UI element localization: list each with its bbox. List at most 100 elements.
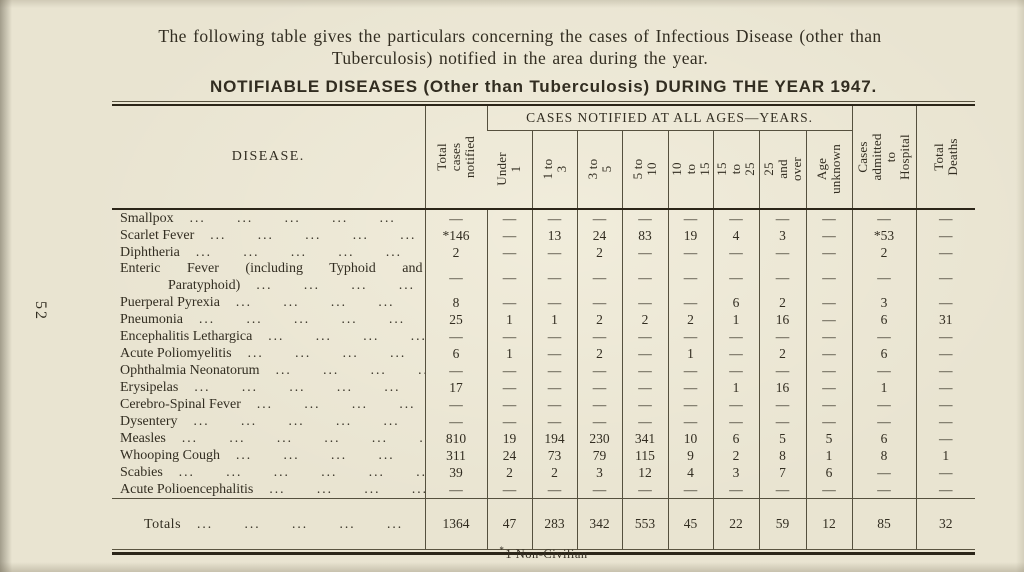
cell-value: — [531, 294, 577, 311]
cell-value: 17 [424, 379, 487, 396]
cell-value: — [424, 396, 487, 413]
cell-value: — [621, 209, 668, 227]
cell-value: — [805, 311, 853, 328]
cell-value: — [712, 328, 759, 345]
cell-value: 6 [712, 430, 759, 447]
age-column-header: Age unknown [805, 130, 853, 210]
cell-value: — [915, 430, 976, 447]
cell-value: 1 [667, 345, 713, 362]
dot-leader: ... ... ... ... ... ... ... ... [235, 294, 425, 309]
cell-value: — [621, 481, 668, 499]
cell-value: 1 [486, 311, 532, 328]
cell-value: — [851, 396, 917, 413]
table-header: DISEASE. Total cases notified CASES NOTI… [112, 105, 976, 210]
disease-name: Encephalitis Lethargica [120, 329, 253, 344]
cell-value: — [424, 261, 487, 294]
cell-value: — [486, 481, 532, 499]
cell-value: — [915, 328, 976, 345]
cell-value: 19 [667, 227, 713, 244]
age-column-header: 10 to 15 [667, 130, 713, 210]
disease-name: Enteric Fever (including Typhoid and [120, 261, 423, 276]
cell-value: — [805, 413, 853, 430]
cell-value: 4 [712, 227, 759, 244]
disease-name-cell: Encephalitis Lethargica ... ... ... ... .… [112, 328, 425, 345]
cell-value: — [667, 294, 713, 311]
cell-value: 230 [576, 430, 622, 447]
cell-value: — [851, 481, 917, 499]
disease-name: Measles [120, 431, 166, 446]
dot-leader: ... ... ... ... ... ... ... ... [235, 447, 425, 462]
cell-value: — [424, 362, 487, 379]
diseases-table: DISEASE. Total cases notified CASES NOTI… [112, 104, 976, 550]
disease-name: Puerperal Pyrexia [120, 295, 220, 310]
cell-value: — [805, 328, 853, 345]
table-footer: Totals... ... ... ... ... ... ... ... 13… [112, 498, 976, 550]
cell-value: — [576, 362, 622, 379]
cell-value: 1 [712, 379, 759, 396]
cell-value: — [851, 328, 917, 345]
cell-value: 7 [758, 464, 806, 481]
cell-value: — [915, 464, 976, 481]
cell-value: 1 [531, 311, 577, 328]
dot-leader: ... ... ... ... ... ... ... ... [256, 277, 424, 292]
cell-value: 2 [621, 311, 668, 328]
disease-name: Dysentery [120, 414, 178, 429]
cell-value: — [667, 244, 713, 261]
disease-name: Scabies [120, 465, 163, 480]
cell-value: — [531, 345, 577, 362]
cell-value: — [486, 413, 532, 430]
cell-value: 810 [424, 430, 487, 447]
cell-value: — [667, 328, 713, 345]
cell-value: 2 [758, 294, 806, 311]
cell-value: 39 [424, 464, 487, 481]
cell-value: — [424, 209, 487, 227]
disease-name-cell: Dysentery ... ... ... ... ... ... ... ... [112, 413, 425, 430]
dot-leader: ... ... ... ... ... ... ... ... [275, 362, 425, 377]
dot-leader: ... ... ... ... ... ... ... ... [269, 481, 424, 496]
totals-row: Totals... ... ... ... ... ... ... ... 13… [112, 498, 976, 550]
disease-name: Acute Polioencephalitis [120, 482, 254, 497]
hospital-column-header: Cases admitted to Hospital [851, 105, 917, 210]
cell-value: — [915, 396, 976, 413]
cell-value: 1 [712, 311, 759, 328]
page-edge-shadow-right [1016, 0, 1024, 572]
cell-value: — [621, 362, 668, 379]
cell-value: — [621, 294, 668, 311]
disease-name-cell: Smallpox ... ... ... ... ... ... ... ... [112, 209, 425, 227]
disease-column-header: DISEASE. [112, 105, 425, 210]
cell-value: — [805, 481, 853, 499]
cell-value: 19 [486, 430, 532, 447]
totals-label-cell: Totals... ... ... ... ... ... ... ... [112, 498, 425, 550]
page-edge-shadow-left [0, 0, 12, 572]
table-row: Encephalitis Lethargica ... ... ... ... .… [112, 328, 976, 345]
cell-value: — [805, 379, 853, 396]
cell-value: — [424, 328, 487, 345]
disease-name: Diphtheria [120, 245, 180, 260]
disease-name-cell: Pneumonia ... ... ... ... ... ... ... ... [112, 311, 425, 328]
age-column-header: 3 to 5 [576, 130, 622, 210]
age-column-header: 15 to 25 [712, 130, 759, 210]
cell-value: 311 [424, 447, 487, 464]
cell-value: 5 [758, 430, 806, 447]
cell-value: *53 [851, 227, 917, 244]
cell-value: — [621, 396, 668, 413]
page-edge-shadow-bottom [0, 562, 1024, 572]
cell-value: 194 [531, 430, 577, 447]
cell-value: — [424, 413, 487, 430]
cell-value: 79 [576, 447, 622, 464]
cell-value: — [915, 294, 976, 311]
cell-value: 13 [531, 227, 577, 244]
table-body: Smallpox... ... ... ... ... ... ... ... —… [112, 209, 976, 499]
cell-value: — [712, 209, 759, 227]
intro-line-2: Tuberculosis) notified in the area durin… [331, 48, 709, 68]
cell-value: — [712, 396, 759, 413]
totals-value: 342 [576, 498, 622, 550]
cell-value: 10 [667, 430, 713, 447]
table-row: Diphtheria ... ... ... ... ... ... ... ..… [112, 244, 976, 261]
cell-value: — [621, 244, 668, 261]
cell-value: — [621, 328, 668, 345]
cell-value: — [576, 209, 622, 227]
cell-value: — [712, 345, 759, 362]
cell-value: — [667, 481, 713, 499]
cell-value: — [667, 379, 713, 396]
